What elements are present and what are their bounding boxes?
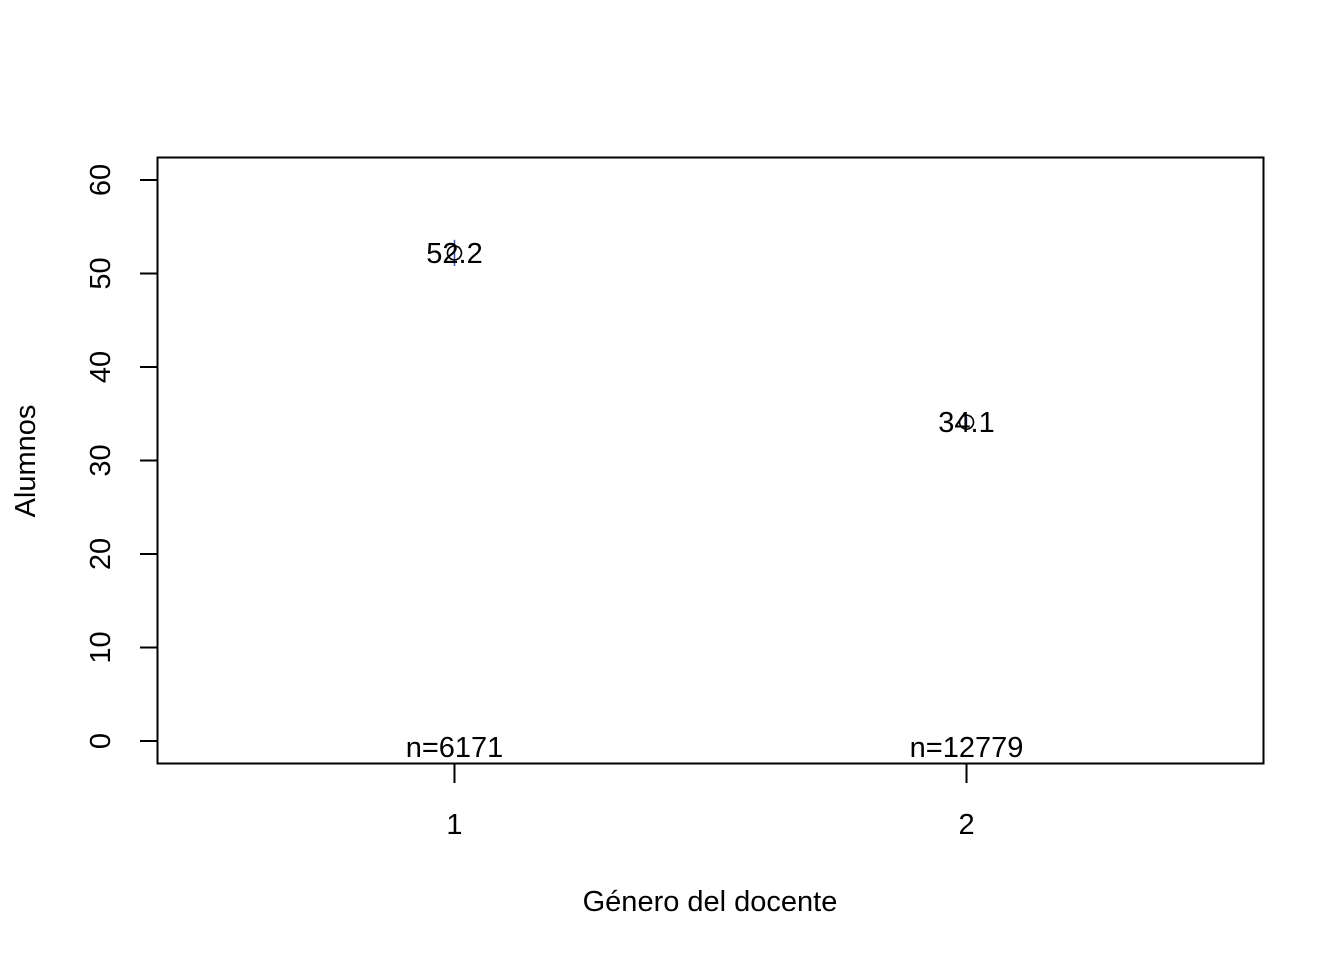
x-axis-title: Género del docente bbox=[583, 886, 838, 918]
plot-frame bbox=[156, 156, 1265, 765]
n-label: n=6171 bbox=[406, 732, 504, 764]
data-point bbox=[958, 414, 975, 430]
y-tick-label: 20 bbox=[85, 538, 117, 570]
y-tick-label: 50 bbox=[85, 257, 117, 289]
y-tick-label: 10 bbox=[85, 631, 117, 663]
data-label: 34.1 bbox=[938, 407, 994, 439]
data-point bbox=[446, 245, 463, 261]
y-axis-title: Alumnos bbox=[10, 405, 42, 518]
y-axis: 0 10 20 30 40 50 60 bbox=[85, 164, 159, 749]
data-label: 52.2 bbox=[426, 238, 482, 270]
data-marks: 52.2 n=6171 34.1 n=12779 bbox=[406, 238, 1024, 764]
x-tick-label: 1 bbox=[446, 809, 462, 841]
y-tick-label: 0 bbox=[85, 733, 117, 749]
x-tick-label: 2 bbox=[958, 809, 974, 841]
y-tick-label: 30 bbox=[85, 444, 117, 476]
y-tick-label: 40 bbox=[85, 351, 117, 383]
n-label: n=12779 bbox=[910, 732, 1024, 764]
y-tick-label: 60 bbox=[85, 164, 117, 196]
